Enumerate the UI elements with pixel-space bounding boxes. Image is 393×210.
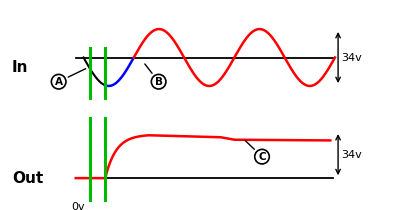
Text: In: In: [12, 60, 29, 75]
Text: 34v: 34v: [341, 52, 362, 63]
Text: B: B: [145, 64, 163, 87]
Text: A: A: [55, 69, 86, 87]
Text: Out: Out: [12, 171, 43, 186]
Text: 34v: 34v: [341, 150, 362, 160]
Text: C: C: [245, 141, 266, 162]
Text: 0v: 0v: [71, 202, 85, 210]
